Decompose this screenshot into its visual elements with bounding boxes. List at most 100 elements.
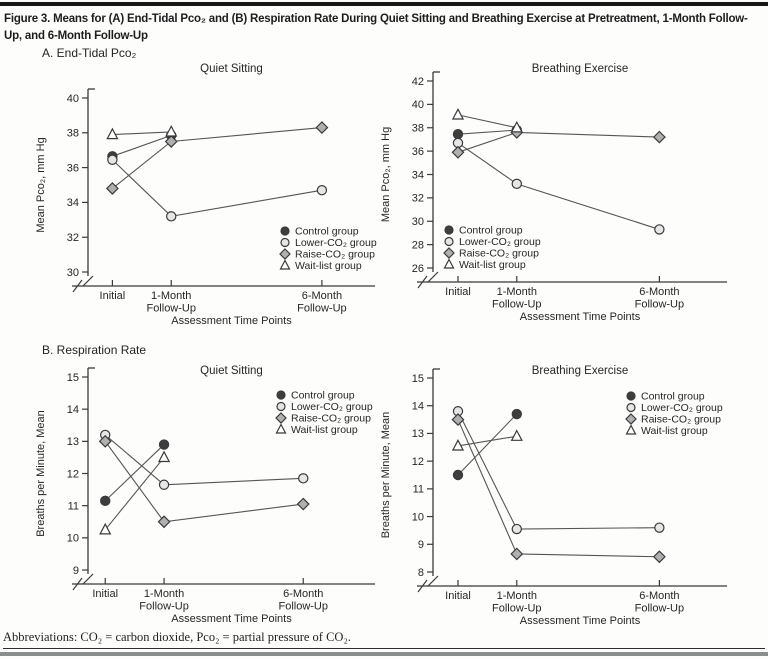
x-tick-label: Initial: [445, 590, 471, 602]
x-axis-title: Assessment Time Points: [171, 315, 292, 327]
chart-end-tidal-pco2-breathing-exercise: Breathing Exercise 26 28 30 32 34 36 38 40 42 Init…: [380, 63, 727, 323]
marker-circle-open: [444, 236, 454, 247]
legend-label: Lower-CO₂ group: [641, 402, 723, 414]
y-tick-label: 38: [412, 123, 424, 135]
legend-label: Wait-list group: [295, 260, 362, 272]
series-line-diamond: [104, 441, 304, 523]
marker-diamond: [296, 497, 310, 511]
marker-triangle: [165, 125, 178, 137]
y-tick-label: 32: [67, 232, 79, 244]
y-axis-title: Mean Pco₂, mm Hg: [35, 137, 47, 232]
legend-label: Control group: [291, 390, 355, 402]
chart-subtitle: Breathing Exercise: [532, 63, 629, 75]
y-tick-label: 10: [67, 533, 79, 545]
chart-subtitle: Quiet Sitting: [200, 365, 263, 377]
x-tick-label: 1-Month: [497, 286, 537, 298]
y-tick-label: 40: [412, 99, 424, 111]
marker-circle-filled: [511, 408, 522, 420]
y-axis-title: Breaths per Minute, Mean: [380, 412, 392, 539]
x-tick-label: 6-Month: [639, 590, 679, 602]
bottom-rule: [0, 652, 768, 656]
marker-diamond: [652, 550, 666, 564]
series-line-triangle: [457, 435, 517, 447]
marker-triangle: [625, 424, 637, 435]
legend-label: Control group: [459, 225, 523, 237]
x-tick-label: Initial: [100, 290, 126, 302]
legend-label: Lower-CO₂ group: [459, 236, 541, 248]
marker-circle-filled: [276, 390, 286, 400]
x-tick-label: Initial: [92, 588, 118, 600]
marker-circle-open: [158, 479, 170, 490]
marker-triangle: [510, 120, 523, 133]
x-tick-label: Follow-Up: [278, 601, 328, 613]
marker-circle-filled: [626, 391, 636, 401]
x-axis-break: [72, 279, 83, 293]
marker-triangle: [443, 258, 455, 269]
legend-label: Wait-list group: [459, 259, 526, 271]
legend-label: Lower-CO₂ group: [295, 237, 377, 249]
y-tick-label: 11: [68, 500, 79, 512]
abbreviations-note: Abbreviations: CO₂ = carbon dioxide, Pco…: [3, 630, 765, 649]
y-tick-label: 11: [413, 484, 424, 496]
x-axis-title: Assessment Time Points: [520, 311, 641, 323]
marker-triangle: [106, 127, 119, 140]
y-axis-title: Mean Pco₂, mm Hg: [380, 127, 392, 222]
y-tick-label: 12: [412, 456, 424, 468]
x-axis-title: Assessment Time Points: [520, 615, 641, 627]
y-tick-label: 14: [67, 404, 79, 416]
y-tick-label: 26: [412, 263, 424, 275]
marker-diamond: [164, 135, 178, 148]
y-axis-break: [82, 573, 94, 585]
legend-label: Raise-CO₂ group: [641, 414, 721, 426]
marker-diamond: [443, 247, 455, 259]
marker-diamond: [315, 121, 329, 135]
chart-respiration-rate-quiet-sitting: Quiet Sitting 9 10 11 12 13 14 15 Initial 1-Month…: [35, 365, 375, 625]
x-tick-label: Follow-Up: [297, 303, 347, 315]
x-tick-label: 6-Month: [302, 290, 342, 302]
x-tick-label: 1-Month: [151, 290, 191, 302]
marker-circle-open: [626, 402, 636, 413]
y-tick-label: 42: [412, 76, 424, 88]
marker-circle-filled: [452, 469, 464, 481]
marker-circle-filled: [100, 495, 111, 507]
x-axis-break: [72, 577, 83, 591]
legend-label: Raise-CO₂ group: [291, 413, 371, 425]
x-axis-break: [417, 275, 428, 289]
series-line-circle-filled: [457, 129, 517, 135]
marker-circle-filled: [158, 439, 170, 450]
marker-diamond: [105, 182, 119, 195]
marker-triangle: [275, 423, 287, 434]
marker-diamond: [275, 412, 287, 424]
y-axis-title: Breaths per Minute, Mean: [35, 410, 47, 537]
figure-title: Figure 3. Means for (A) End-Tidal Pco₂ a…: [4, 13, 748, 42]
marker-diamond: [279, 248, 291, 260]
legend-label: Wait-list group: [641, 425, 708, 437]
series-line-circle-open: [457, 142, 660, 230]
marker-diamond: [451, 145, 465, 159]
x-tick-label: Initial: [445, 286, 471, 298]
y-tick-label: 9: [73, 565, 79, 577]
series-line-circle-filled: [112, 134, 172, 157]
legend-label: Lower-CO₂ group: [291, 401, 373, 413]
marker-diamond: [98, 434, 112, 448]
marker-circle-filled: [452, 128, 464, 140]
series-line-triangle: [112, 131, 172, 136]
marker-triangle: [451, 108, 465, 120]
x-tick-label: 6-Month: [639, 286, 679, 298]
y-tick-label: 38: [67, 128, 79, 140]
marker-diamond: [451, 413, 465, 427]
marker-circle-filled: [280, 226, 290, 236]
y-axis-break: [82, 275, 94, 287]
marker-circle-open: [316, 185, 328, 196]
x-axis-break: [417, 579, 428, 593]
y-tick-label: 30: [412, 216, 424, 228]
y-tick-label: 13: [412, 428, 424, 440]
series-line-triangle: [457, 114, 517, 129]
marker-circle-open: [654, 522, 665, 533]
y-tick-label: 30: [67, 267, 79, 279]
series-line-triangle: [104, 457, 165, 531]
legend-label: Wait-list group: [291, 424, 358, 436]
y-axis-break: [427, 271, 439, 283]
y-tick-label: 36: [412, 146, 424, 158]
